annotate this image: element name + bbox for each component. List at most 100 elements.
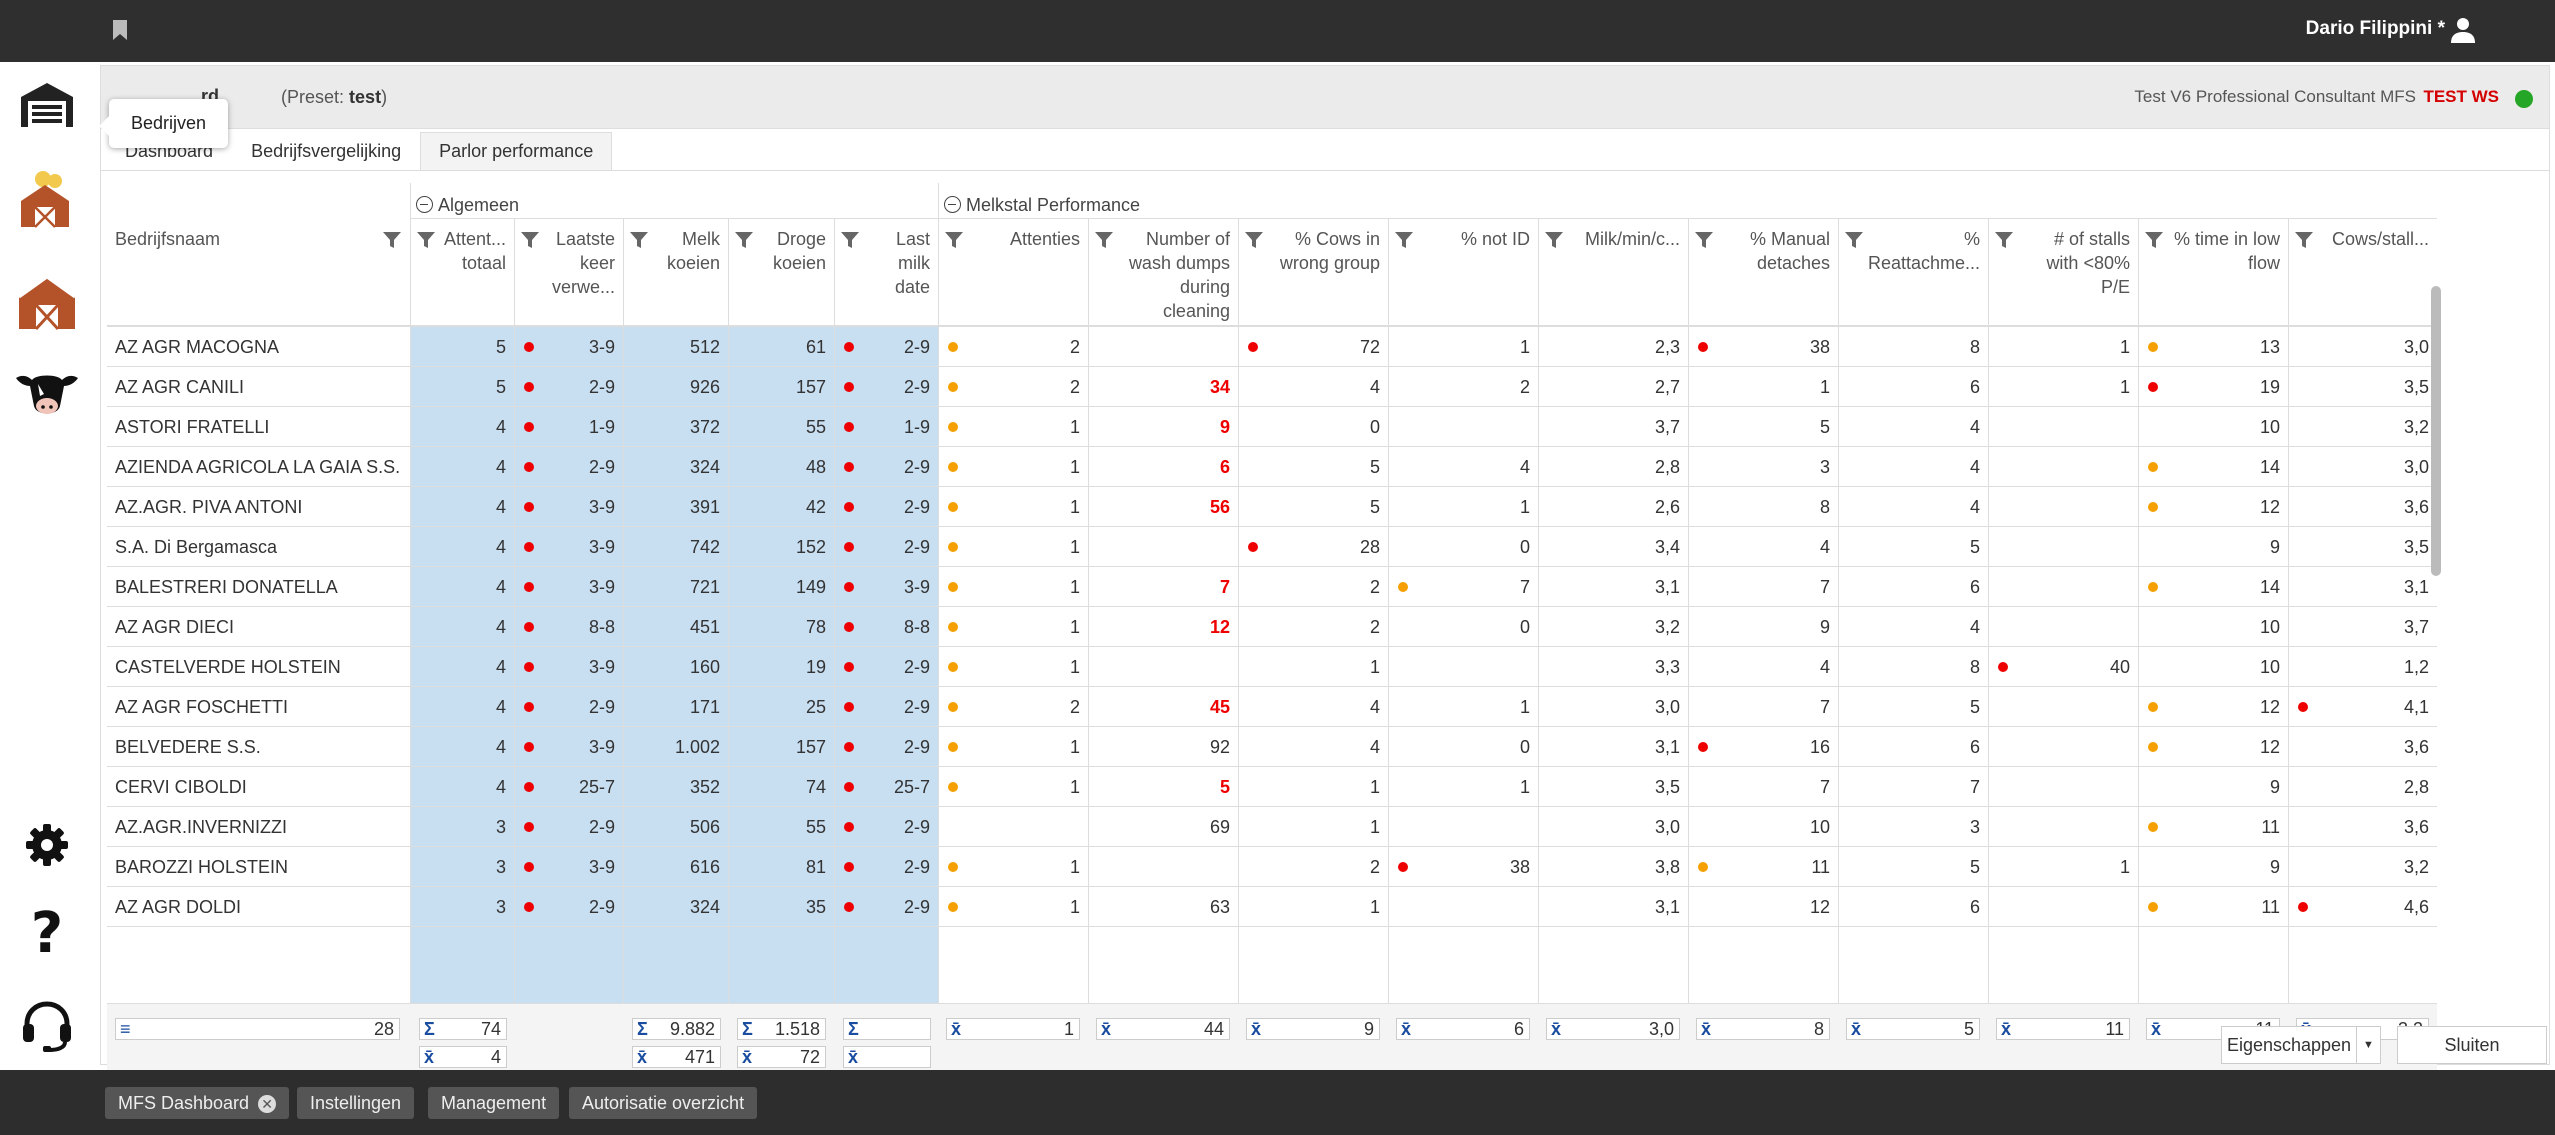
table-row[interactable]: CASTELVERDE HOLSTEIN 4 3-9 160 19 2-9 1 1 3,3 4 8 4…: [107, 647, 2437, 687]
cell-manual: 12: [1809, 897, 1830, 917]
table-row[interactable]: AZ.AGR. PIVA ANTONI 4 3-9 391 42 2-9 1 56 5 1 2,6 8…: [107, 487, 2437, 527]
column-header-manual[interactable]: % Manual detaches: [1688, 219, 1838, 327]
column-header-mmc[interactable]: Milk/min/c...: [1538, 219, 1688, 327]
cell-last: 25-7: [514, 767, 623, 807]
sidebar-item-cows[interactable]: [12, 359, 82, 429]
column-header-wash[interactable]: Number of wash dumps during cleaning: [1088, 219, 1238, 327]
column-header-att[interactable]: Attent... totaal: [410, 219, 514, 327]
cell-wrong: 1: [1369, 777, 1380, 797]
bottom-tab-management[interactable]: Management: [428, 1087, 560, 1119]
filter-icon[interactable]: [2144, 230, 2164, 250]
table-row[interactable]: AZ AGR CANILI 5 2-9 926 157 2-9 2 34 4 2 2,7 1 6 1 19 3…: [107, 367, 2437, 407]
sidebar-item-farm[interactable]: [12, 267, 82, 337]
close-circle-icon[interactable]: ✕: [258, 1095, 277, 1114]
filter-icon[interactable]: [629, 230, 649, 250]
bottom-tab-mfs-dashboard[interactable]: MFS Dashboard ✕: [105, 1087, 290, 1119]
column-header-low[interactable]: % time in low flow: [2138, 219, 2288, 327]
sidebar-item-bedrijven[interactable]: [12, 70, 82, 140]
table-row[interactable]: ASTORI FRATELLI 4 1-9 372 55 1-9 1 9 0 3,7 5 4 10 3,2: [107, 407, 2437, 447]
table-row[interactable]: AZ AGR DOLDI 3 2-9 324 35 2-9 1 63 1 3,1 12 6 11 4,6: [107, 887, 2437, 927]
sidebar-item-help[interactable]: ?: [12, 898, 82, 968]
filter-icon[interactable]: [1994, 230, 2014, 250]
filter-icon[interactable]: [944, 230, 964, 250]
column-header-stalls[interactable]: # of stalls with <80% P/E: [1988, 219, 2138, 327]
cell-notid: [1388, 887, 1538, 927]
filter-icon[interactable]: [1694, 230, 1714, 250]
group-header-melkstal[interactable]: Melkstal Performance: [944, 183, 2437, 219]
table-row[interactable]: BELVEDERE S.S. 4 3-9 1.002 157 2-9 1 92 4 0 3,1 16 6…: [107, 727, 2437, 767]
table-row[interactable]: CERVI CIBOLDI 4 25-7 352 74 25-7 1 5 1 1 3,5 7 7 9 2,8: [107, 767, 2437, 807]
user-name[interactable]: Dario Filippini *: [2305, 18, 2445, 39]
table-row[interactable]: AZ AGR FOSCHETTI 4 2-9 171 25 2-9 2 45 4 1 3,0 7 5 12…: [107, 687, 2437, 727]
table-row[interactable]: AZ AGR MACOGNA 5 3-9 512 61 2-9 2 72 1 2,3 38 8 1 13 3…: [107, 327, 2437, 367]
table-row[interactable]: BAROZZI HOLSTEIN 3 3-9 616 81 2-9 1 2 38 3,8 11 5 1 9…: [107, 847, 2437, 887]
table-row[interactable]: S.A. Di Bergamasca 4 3-9 742 152 2-9 1 28 0 3,4 4 5…: [107, 527, 2437, 567]
column-header-label: Cows/stall...: [2331, 229, 2429, 249]
filter-icon[interactable]: [840, 230, 860, 250]
column-header-wrong[interactable]: % Cows in wrong group: [1238, 219, 1388, 327]
bottom-tab-instellingen[interactable]: Instellingen: [297, 1087, 415, 1119]
table-row[interactable]: AZ AGR DIECI 4 8-8 451 78 8-8 1 12 2 0 3,2 9 4 10 3,7: [107, 607, 2437, 647]
close-button[interactable]: Sluiten: [2397, 1026, 2547, 1064]
column-header-label: # of stalls with <80% P/E: [2046, 229, 2130, 297]
filter-icon[interactable]: [520, 230, 540, 250]
filter-icon[interactable]: [1094, 230, 1114, 250]
column-header-cows[interactable]: Cows/stall...: [2288, 219, 2437, 327]
cell-manual: 9: [1819, 617, 1830, 637]
table-row[interactable]: AZIENDA AGRICOLA LA GAIA S.S. 4 2-9 324 48 2-…: [107, 447, 2437, 487]
cell-wash: 92: [1209, 737, 1230, 757]
cell-reatt: 6: [1969, 377, 1980, 397]
cell-notid: 4: [1519, 457, 1530, 477]
filter-icon[interactable]: [2294, 230, 2314, 250]
cell-manual: 7: [1819, 577, 1830, 597]
cell-stalls: 40: [1988, 647, 2138, 687]
sum-icon: Σ: [848, 1019, 859, 1039]
cell-low: 11: [2138, 887, 2288, 927]
cell-wrong: 0: [1369, 417, 1380, 437]
preset-value: test: [349, 87, 382, 107]
footer-wash-avg: x̄ 44: [1096, 1018, 1230, 1040]
filter-icon[interactable]: [1244, 230, 1264, 250]
table-row[interactable]: BALESTRERI DONATELLA 4 3-9 721 149 3-9 1 7 2 7 3,1…: [107, 567, 2437, 607]
filter-icon[interactable]: [1394, 230, 1414, 250]
column-header-attenties[interactable]: Attenties: [938, 219, 1088, 327]
sum-icon: Σ: [637, 1019, 648, 1039]
cell-low: 14: [2138, 567, 2288, 607]
column-header-melk[interactable]: Melk koeien: [623, 219, 728, 327]
column-header-droge[interactable]: Droge koeien: [728, 219, 834, 327]
column-header-name[interactable]: Bedrijfsnaam: [107, 219, 410, 327]
column-header-date[interactable]: Last milk date: [834, 219, 938, 327]
filter-icon[interactable]: [1544, 230, 1564, 250]
column-header-reatt[interactable]: % Reattachme...: [1838, 219, 1988, 327]
tab-parlor-performance[interactable]: Parlor performance: [420, 132, 613, 170]
properties-button[interactable]: Eigenschappen ▼: [2221, 1026, 2381, 1064]
filter-icon[interactable]: [1844, 230, 1864, 250]
cell-reatt: 5: [1969, 537, 1980, 557]
filter-icon[interactable]: [416, 230, 436, 250]
collapse-icon[interactable]: [944, 196, 961, 213]
bookmark-icon[interactable]: [111, 19, 129, 41]
cell-date: 2-9: [834, 487, 938, 527]
cell-melk: 391: [689, 497, 720, 517]
bottom-tab-autorisatie[interactable]: Autorisatie overzicht: [569, 1087, 758, 1119]
filter-icon[interactable]: [382, 230, 402, 250]
sidebar-item-support[interactable]: [12, 990, 82, 1060]
status-dot: [1398, 862, 1408, 872]
status-dot: [844, 862, 854, 872]
table-row[interactable]: AZ.AGR.INVERNIZZI 3 2-9 506 55 2-9 69 1 3,0 10 3 11…: [107, 807, 2437, 847]
collapse-icon[interactable]: [416, 196, 433, 213]
filter-icon[interactable]: [734, 230, 754, 250]
column-header-last[interactable]: Laatste keer verwe...: [514, 219, 623, 327]
cell-name: AZ.AGR.INVERNIZZI: [115, 817, 288, 837]
average-icon: x̄: [1701, 1019, 1712, 1039]
group-header-algemeen[interactable]: Algemeen: [416, 183, 938, 219]
grid-scrollbar[interactable]: [2431, 286, 2441, 576]
column-header-notid[interactable]: % not ID: [1388, 219, 1538, 327]
tab-bedrijfsvergelijking[interactable]: Bedrijfsvergelijking: [251, 141, 402, 161]
chevron-down-icon[interactable]: ▼: [2356, 1027, 2380, 1063]
average-icon: x̄: [1551, 1019, 1562, 1039]
user-icon[interactable]: [2449, 16, 2477, 44]
cell-melk: 721: [689, 577, 720, 597]
sidebar-item-settings[interactable]: [12, 810, 82, 880]
sidebar-item-farms-group[interactable]: [12, 164, 82, 234]
